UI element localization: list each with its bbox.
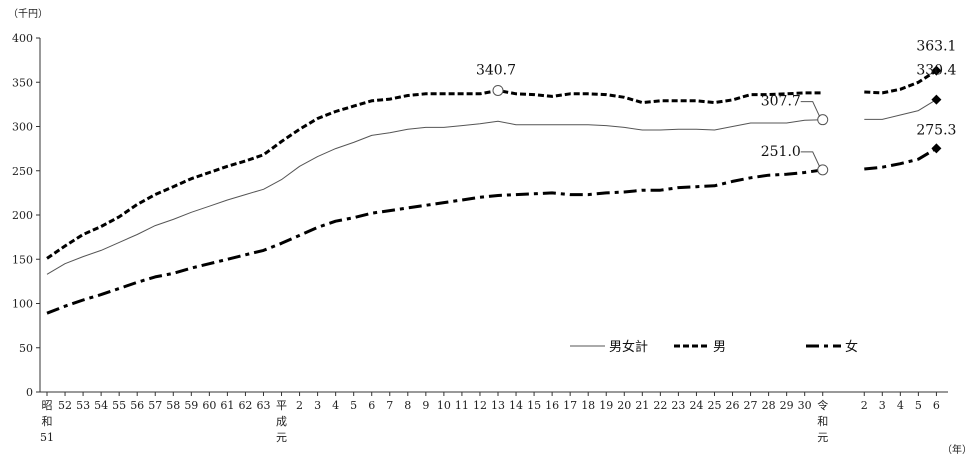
x-tick-label: 24 — [689, 399, 703, 412]
annotation-label: 307.7 — [761, 94, 801, 110]
x-tick-label: 10 — [437, 399, 451, 412]
x-tick-label: 59 — [184, 399, 198, 412]
x-axis-unit: （年） — [942, 443, 972, 456]
annotation-marker — [492, 84, 504, 96]
x-tick-label: 5 — [915, 399, 922, 412]
annotation-label: 340.7 — [476, 62, 516, 78]
x-tick-label: 和 — [42, 415, 53, 428]
x-tick-label: 53 — [76, 399, 90, 412]
x-tick-label: 51 — [40, 431, 54, 444]
x-tick-label: 元 — [276, 431, 287, 444]
series-line-男女計 — [46, 119, 823, 275]
x-tick-label: 26 — [726, 399, 740, 412]
x-tick-label: 23 — [671, 399, 685, 412]
x-tick-label: 4 — [332, 399, 339, 412]
x-tick-label: 昭 — [42, 399, 53, 412]
x-tick-label: 57 — [148, 399, 162, 412]
x-tick-label: 55 — [112, 399, 126, 412]
annotation-leader — [800, 101, 821, 117]
y-tick-label: 300 — [12, 121, 33, 134]
y-tick-label: 250 — [12, 165, 33, 178]
x-tick-label: 27 — [744, 399, 758, 412]
x-tick-label: 6 — [368, 399, 375, 412]
x-tick-label: 平 — [276, 399, 287, 412]
x-tick-label: 18 — [581, 399, 595, 412]
series-lines — [46, 69, 938, 315]
annotation-label: 330.4 — [916, 63, 956, 79]
x-tick-label: 28 — [762, 399, 776, 412]
x-tick-label: 6 — [933, 399, 940, 412]
x-tick-label: 3 — [314, 399, 321, 412]
x-tick-label: 7 — [386, 399, 393, 412]
x-tick-label: 元 — [817, 431, 828, 444]
x-tick-label: 61 — [220, 399, 234, 412]
annotations: 340.7 307.7 251.0 363.1 330.4 275.3 — [476, 39, 957, 176]
annotation-marker — [817, 164, 829, 176]
y-tick-label: 100 — [12, 298, 33, 311]
x-tick-label: 15 — [527, 399, 541, 412]
y-tick-label: 200 — [12, 209, 33, 222]
x-tick-label: 20 — [617, 399, 631, 412]
x-tick-label: 4 — [897, 399, 904, 412]
x-tick-label: 9 — [422, 399, 429, 412]
x-tick-label: 13 — [491, 399, 505, 412]
x-tick-label: 22 — [653, 399, 667, 412]
annotation-marker — [931, 143, 942, 154]
y-tick-label: 350 — [12, 76, 33, 89]
x-tick-label: 12 — [473, 399, 487, 412]
x-tick-label: 58 — [166, 399, 180, 412]
y-axis-unit: （千円） — [8, 8, 48, 20]
x-tick-label: 17 — [563, 399, 577, 412]
annotation-leader — [800, 151, 821, 168]
annotation-marker — [931, 94, 942, 105]
x-tick-label: 25 — [707, 399, 721, 412]
x-tick-label: 29 — [780, 399, 794, 412]
annotation-label: 363.1 — [916, 39, 956, 55]
legend-label: 男 — [713, 340, 726, 355]
x-tick-label: 和 — [817, 415, 828, 428]
x-tick-label: 62 — [238, 399, 252, 412]
series-line-男 — [864, 69, 938, 95]
x-tick-label: 60 — [202, 399, 216, 412]
legend-label: 男女計 — [609, 339, 648, 355]
x-tick-label: 21 — [635, 399, 649, 412]
x-tick-label: 52 — [58, 399, 72, 412]
annotation-label: 251.0 — [761, 144, 801, 160]
y-tick-label: 150 — [12, 253, 33, 266]
annotation-marker — [931, 65, 942, 76]
series-line-女 — [46, 168, 823, 315]
x-tick-label: 2 — [861, 399, 868, 412]
x-tick-label: 54 — [94, 399, 108, 412]
series-line-男 — [46, 89, 823, 260]
annotation-label: 275.3 — [916, 122, 956, 138]
legend-label: 女 — [845, 339, 858, 355]
x-tick-label: 19 — [599, 399, 613, 412]
x-tick-label: 3 — [879, 399, 886, 412]
x-tick-label: 30 — [798, 399, 812, 412]
x-tick-label: 16 — [545, 399, 559, 412]
x-tick-label: 63 — [256, 399, 270, 412]
x-tick-label: 成 — [276, 415, 287, 428]
x-tick-label: 14 — [509, 399, 523, 412]
y-tick-label: 50 — [19, 342, 33, 355]
y-tick-label: 0 — [26, 386, 33, 399]
x-tick-label: 5 — [350, 399, 357, 412]
y-tick-label: 400 — [12, 32, 33, 45]
x-tick-label: 令 — [817, 398, 828, 412]
x-tick-label: 56 — [130, 399, 144, 412]
series-line-女 — [864, 147, 938, 171]
x-tick-label: 8 — [404, 399, 411, 412]
series-line-男女計 — [864, 99, 937, 120]
x-tick-label: 11 — [455, 399, 469, 412]
legend: 男女計 男 女 — [570, 339, 858, 355]
annotation-marker — [817, 114, 829, 126]
x-tick-label: 2 — [296, 399, 303, 412]
